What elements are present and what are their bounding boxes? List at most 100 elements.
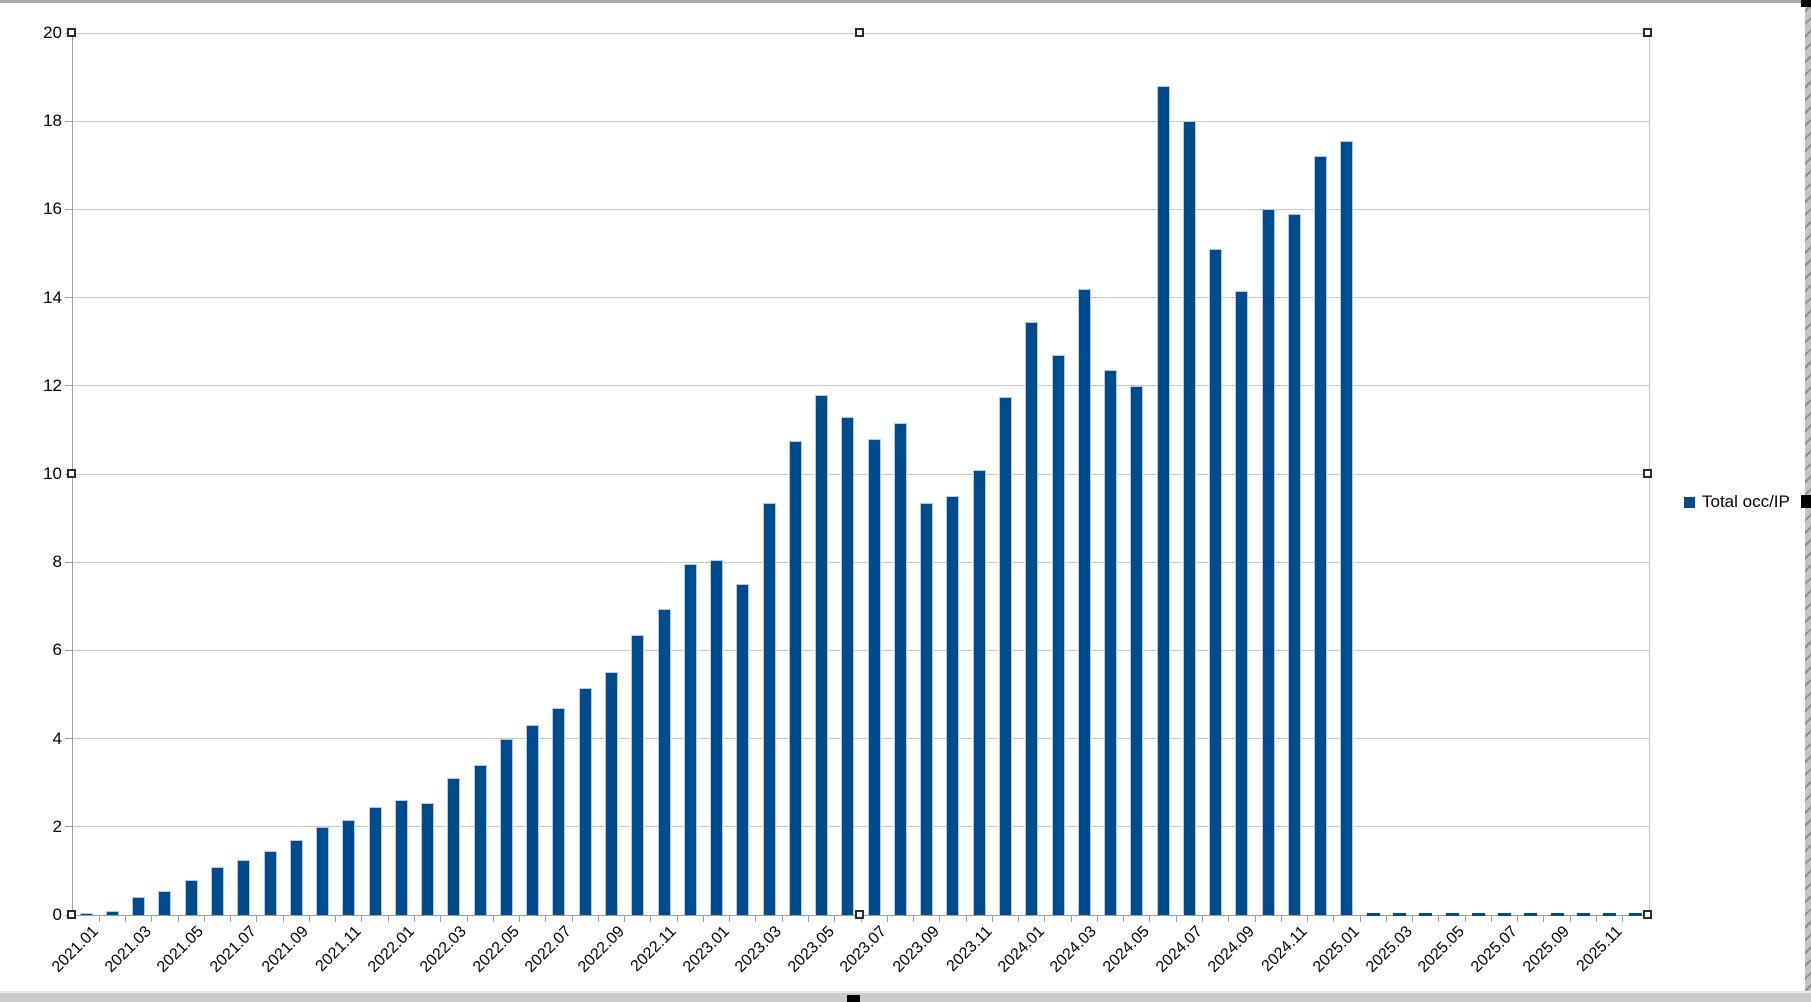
- bar-2021.06[interactable]: [210, 866, 224, 915]
- x-axis-tick: [650, 915, 652, 922]
- x-axis-label-2025.01: 2025.01: [1310, 923, 1363, 976]
- bar-2023.07[interactable]: [867, 438, 881, 915]
- bar-2022.10[interactable]: [631, 634, 645, 915]
- bar-2023.03[interactable]: [762, 502, 776, 915]
- bar-2023.12[interactable]: [998, 396, 1012, 915]
- bar-2025.10[interactable]: [1576, 913, 1590, 916]
- x-axis-tick: [125, 915, 127, 922]
- bar-2024.03[interactable]: [1077, 288, 1091, 915]
- bar-2025.02[interactable]: [1366, 913, 1380, 916]
- y-axis-tick: [65, 826, 73, 828]
- bar-2023.09[interactable]: [920, 502, 934, 915]
- x-axis-tick: [597, 915, 599, 922]
- bar-2021.02[interactable]: [105, 910, 119, 915]
- bar-2023.02[interactable]: [736, 584, 750, 915]
- bar-2021.07[interactable]: [237, 859, 251, 915]
- bar-2021.08[interactable]: [263, 851, 277, 915]
- bar-2021.10[interactable]: [316, 826, 330, 915]
- ole-resize-handle-top-right[interactable]: [1801, 0, 1811, 7]
- y-axis-label-4: 4: [52, 728, 62, 748]
- bar-2022.03[interactable]: [447, 778, 461, 915]
- x-axis-label-2022.01: 2022.01: [364, 923, 418, 976]
- bar-2025.08[interactable]: [1524, 913, 1538, 916]
- bar-2023.05[interactable]: [815, 394, 829, 915]
- bar-2022.05[interactable]: [499, 738, 513, 915]
- x-axis-tick: [1018, 915, 1020, 922]
- bar-2022.04[interactable]: [473, 765, 487, 915]
- x-axis-tick: [1149, 915, 1151, 922]
- x-axis-tick: [98, 915, 100, 922]
- bar-2024.09[interactable]: [1235, 291, 1249, 915]
- x-axis-label-2024.11: 2024.11: [1258, 923, 1311, 976]
- x-axis-tick: [1464, 915, 1466, 922]
- bar-2025.01[interactable]: [1340, 141, 1354, 915]
- bar-2025.11[interactable]: [1603, 913, 1617, 916]
- bar-2021.12[interactable]: [368, 806, 382, 915]
- x-axis-tick: [519, 915, 521, 922]
- bar-2025.12[interactable]: [1629, 913, 1643, 916]
- selection-handle-s[interactable]: [855, 910, 864, 919]
- plot-area[interactable]: [65, 32, 1650, 922]
- bar-2025.09[interactable]: [1550, 913, 1564, 916]
- bar-2024.10[interactable]: [1261, 209, 1275, 915]
- legend[interactable]: Total occ/IP: [1684, 492, 1790, 512]
- selection-handle-n[interactable]: [855, 28, 864, 37]
- bar-2025.03[interactable]: [1392, 913, 1406, 916]
- bar-2021.03[interactable]: [132, 897, 146, 915]
- x-axis-label-2025.07: 2025.07: [1467, 923, 1521, 976]
- bar-2022.08[interactable]: [578, 687, 592, 915]
- bar-2021.01[interactable]: [79, 912, 93, 915]
- selection-handle-se[interactable]: [1643, 910, 1652, 919]
- bar-2025.05[interactable]: [1445, 913, 1459, 916]
- bar-2025.07[interactable]: [1498, 913, 1512, 916]
- ole-resize-handle-bottom-middle[interactable]: [847, 995, 860, 1002]
- bar-2024.04[interactable]: [1104, 370, 1118, 915]
- bar-2024.05[interactable]: [1130, 385, 1144, 915]
- bar-2024.08[interactable]: [1209, 249, 1223, 915]
- x-axis-label-2024.05: 2024.05: [1099, 923, 1153, 976]
- bar-2022.11[interactable]: [657, 608, 671, 915]
- bar-2024.11[interactable]: [1287, 213, 1301, 915]
- bar-2024.06[interactable]: [1156, 85, 1170, 915]
- bar-2021.09[interactable]: [289, 840, 303, 915]
- bar-2023.01[interactable]: [710, 560, 724, 915]
- x-axis-tick: [1412, 915, 1414, 922]
- bar-2024.01[interactable]: [1025, 321, 1039, 915]
- x-axis-tick: [755, 915, 757, 922]
- bar-2021.04[interactable]: [158, 890, 172, 915]
- y-axis-label-12: 12: [43, 375, 62, 395]
- y-axis-label-18: 18: [43, 111, 62, 131]
- bar-2024.07[interactable]: [1182, 121, 1196, 915]
- selection-handle-ne[interactable]: [1643, 28, 1652, 37]
- x-axis-tick: [913, 915, 915, 922]
- x-axis-label-2021.01: 2021.01: [49, 923, 103, 976]
- x-axis-tick: [1543, 915, 1545, 922]
- bar-2023.06[interactable]: [841, 416, 855, 915]
- bar-2021.11[interactable]: [342, 820, 356, 915]
- bar-2024.12[interactable]: [1314, 156, 1328, 915]
- bar-2025.04[interactable]: [1419, 913, 1433, 916]
- bar-2022.06[interactable]: [526, 725, 540, 915]
- selection-handle-nw[interactable]: [67, 28, 76, 37]
- bar-2023.08[interactable]: [893, 423, 907, 915]
- bar-2022.07[interactable]: [552, 707, 566, 915]
- x-axis-tick: [1175, 915, 1177, 922]
- bar-2022.01[interactable]: [394, 800, 408, 915]
- bar-2024.02[interactable]: [1051, 354, 1065, 915]
- bar-2023.04[interactable]: [788, 440, 802, 915]
- selection-handle-sw[interactable]: [67, 910, 76, 919]
- selection-handle-e[interactable]: [1643, 469, 1652, 478]
- bar-2021.05[interactable]: [184, 879, 198, 915]
- x-axis-tick: [1044, 915, 1046, 922]
- x-axis-label-2022.03: 2022.03: [416, 923, 470, 976]
- bar-2025.06[interactable]: [1471, 913, 1485, 916]
- bar-2023.11[interactable]: [972, 469, 986, 915]
- bar-2022.09[interactable]: [604, 672, 618, 915]
- y-axis-tick: [65, 297, 73, 299]
- ole-resize-handle-right-middle[interactable]: [1801, 495, 1811, 508]
- x-axis-label-2023.05: 2023.05: [784, 923, 838, 976]
- selection-handle-w[interactable]: [67, 469, 76, 478]
- bar-2022.12[interactable]: [683, 564, 697, 915]
- bar-2022.02[interactable]: [421, 802, 435, 915]
- bar-2023.10[interactable]: [946, 496, 960, 915]
